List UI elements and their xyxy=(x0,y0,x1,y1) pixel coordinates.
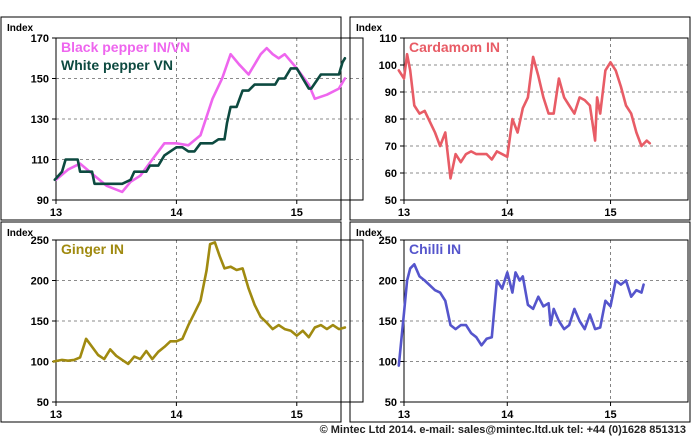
chart-panel-2: 50 60 70 80 90 100 110 13 14 15 Index Cardamom IN xyxy=(349,16,691,221)
y-tick-label: 110 xyxy=(379,33,397,45)
legend-entry: White pepper VN xyxy=(61,57,173,73)
y-tick-label: 130 xyxy=(31,114,49,126)
panel-frame xyxy=(0,16,342,221)
y-tick-label: 250 xyxy=(379,235,397,247)
x-tick-label: 15 xyxy=(291,409,303,421)
y-tick-label: 70 xyxy=(385,141,397,153)
series-line-ginger-in xyxy=(52,241,347,366)
x-tick-label: 13 xyxy=(50,207,62,219)
y-tick-label: 100 xyxy=(379,357,397,369)
chart-panel-3: 50 100 150 200 250 13 14 15 Index Ginger IN xyxy=(0,221,364,423)
y-tick-label: 110 xyxy=(31,155,49,167)
y-axis-label: Index xyxy=(7,228,34,239)
series-line-white-pepper-vn xyxy=(53,56,347,186)
y-tick-label: 90 xyxy=(385,87,397,99)
chart-panel-1: 90 110 130 150 170 13 14 15 Index Black pepper IN… xyxy=(0,16,364,221)
panel-frame xyxy=(349,221,691,423)
y-tick-label: 150 xyxy=(379,316,397,328)
x-tick-label: 14 xyxy=(170,207,183,219)
y-tick-label: 250 xyxy=(31,235,49,247)
legend-entry: Black pepper IN/VN xyxy=(61,39,190,55)
chart-panel-4: 50 100 150 200 250 13 14 15 Index Chilli IN xyxy=(349,221,691,423)
y-tick-label: 100 xyxy=(379,60,397,72)
y-tick-label: 60 xyxy=(385,168,397,180)
series-line-chilli-in xyxy=(397,262,645,367)
x-tick-label: 13 xyxy=(398,207,410,219)
y-axis-label: Index xyxy=(7,23,34,34)
y-tick-label: 170 xyxy=(31,33,49,45)
x-tick-label: 14 xyxy=(170,409,183,421)
y-tick-label: 200 xyxy=(31,276,49,288)
legend-entry: Chilli IN xyxy=(409,241,461,257)
panel-frame xyxy=(349,16,691,221)
y-tick-label: 50 xyxy=(37,397,49,409)
y-tick-label: 80 xyxy=(385,114,397,126)
y-tick-label: 150 xyxy=(31,74,49,86)
legend-entry: Ginger IN xyxy=(61,241,124,257)
panel-frame xyxy=(0,221,342,423)
legend-entry: Cardamom IN xyxy=(409,39,500,55)
x-tick-label: 13 xyxy=(50,409,62,421)
y-tick-label: 50 xyxy=(385,397,397,409)
x-tick-label: 13 xyxy=(398,409,410,421)
x-tick-label: 15 xyxy=(291,207,303,219)
x-tick-label: 15 xyxy=(604,207,616,219)
y-tick-label: 90 xyxy=(37,195,49,207)
y-axis-label: Index xyxy=(356,228,383,239)
x-tick-label: 15 xyxy=(604,409,616,421)
y-tick-label: 150 xyxy=(31,316,49,328)
x-tick-label: 14 xyxy=(501,207,514,219)
y-tick-label: 50 xyxy=(385,195,397,207)
copyright-footer: © Mintec Ltd 2014. e-mail: sales@mintec.… xyxy=(319,424,686,436)
y-tick-label: 100 xyxy=(31,357,49,369)
series-line-cardamom-in xyxy=(397,52,652,180)
x-tick-label: 14 xyxy=(501,409,514,421)
y-axis-label: Index xyxy=(356,23,383,34)
y-tick-label: 200 xyxy=(379,276,397,288)
